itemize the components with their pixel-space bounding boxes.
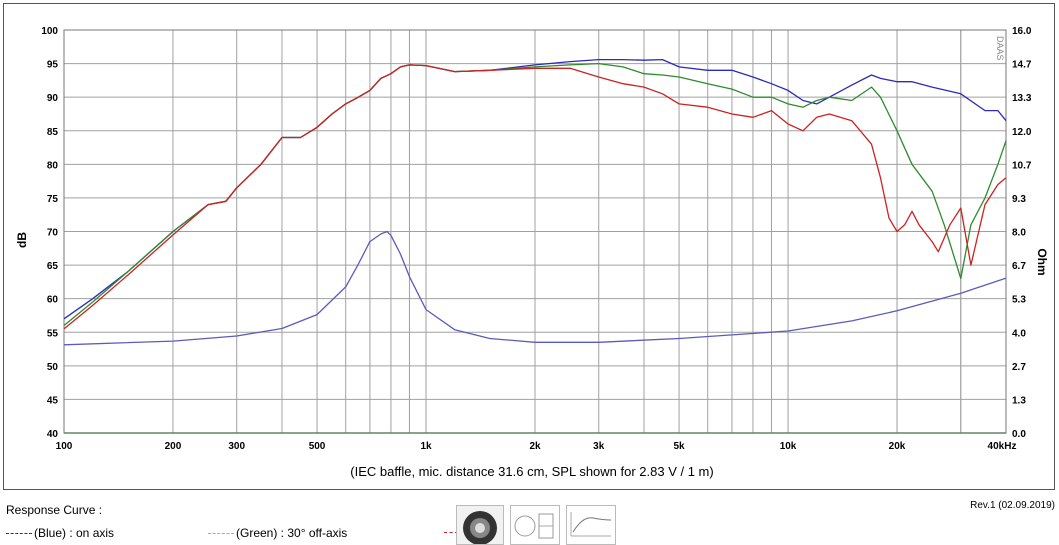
x-tick-label: 3k [593, 441, 605, 452]
y-axis-label: dB [15, 232, 29, 248]
chart-frame: 40 45 50 55 60 65 70 75 80 85 90 95 100 0.0 1.3 2.7 4.0 5… [3, 3, 1055, 490]
y2-tick-label: 12.0 [1012, 127, 1032, 138]
y2-tick-label: 6.7 [1012, 261, 1026, 272]
series-line-red [63, 64, 1007, 330]
x-tick-label: 20k [889, 441, 906, 452]
y2-axis-label: Ohm [1035, 248, 1049, 275]
y2-tick-label: 9.3 [1012, 194, 1026, 205]
y2-tick-label: 4.0 [1012, 328, 1026, 339]
x-tick-label: 200 [165, 441, 182, 452]
y-tick-label: 40 [47, 429, 59, 440]
y2-tick-label: 1.3 [1012, 395, 1026, 406]
y2-tick-label: 13.3 [1012, 93, 1032, 104]
y-tick-label: 60 [47, 295, 59, 306]
series-line-impedance [63, 230, 1007, 346]
x-tick-label: 300 [228, 441, 245, 452]
y-tick-label: 85 [47, 127, 59, 138]
y-tick-label: 95 [47, 60, 59, 71]
y2-tick-label: 14.7 [1012, 60, 1032, 71]
x-tick-label: 500 [309, 441, 326, 452]
technical-drawing-thumbnail[interactable] [510, 505, 560, 545]
legend-swatch-green [208, 533, 234, 535]
y2-tick-label: 0.0 [1012, 429, 1026, 440]
y-tick-label: 100 [41, 26, 58, 37]
x-tick-label: 2k [529, 441, 541, 452]
legend-swatch-blue [6, 533, 32, 535]
x-tick-label: 1k [420, 441, 432, 452]
graph-thumbnail[interactable] [566, 505, 616, 545]
driver-photo-thumbnail[interactable] [456, 505, 504, 545]
tweeter-icon [463, 511, 497, 544]
y-tick-label: 90 [47, 93, 59, 104]
revision-label: Rev.1 (02.09.2019) [970, 500, 1055, 511]
drawing-icon [514, 513, 554, 539]
frequency-response-chart: 40 45 50 55 60 65 70 75 80 85 90 95 100 0.0 1.3 2.7 4.0 5… [15, 26, 1049, 479]
legend-title: Response Curve : [6, 503, 103, 517]
x-tick-label: 40kHz [988, 441, 1017, 452]
x-tick-label: 100 [56, 441, 73, 452]
y-tick-label: 65 [47, 261, 59, 272]
y-tick-label: 80 [47, 160, 59, 171]
graph-icon [570, 512, 612, 537]
watermark: DAAS [995, 36, 1005, 61]
legend-label-blue: (Blue) : on axis [34, 526, 115, 540]
y-tick-label: 45 [47, 395, 59, 406]
y2-tick-label: 16.0 [1012, 26, 1032, 37]
chart-caption: (IEC baffle, mic. distance 31.6 cm, SPL … [350, 464, 713, 479]
legend-label-green: (Green) : 30° off-axis [236, 526, 348, 540]
y-tick-label: 75 [47, 194, 59, 205]
plot-border [63, 29, 1007, 434]
x-tick-label: 10k [780, 441, 797, 452]
x-tick-label: 5k [674, 441, 686, 452]
y2-tick-label: 10.7 [1012, 160, 1032, 171]
y2-tick-label: 5.3 [1012, 295, 1026, 306]
legend-item-green: (Green) : 30° off-axis [208, 526, 347, 540]
y2-tick-label: 2.7 [1012, 362, 1026, 373]
y-tick-label: 50 [47, 362, 59, 373]
legend-item-blue: (Blue) : on axis [6, 526, 114, 540]
y2-tick-label: 8.0 [1012, 228, 1026, 239]
y-tick-label: 55 [47, 328, 59, 339]
legend-swatch-red [444, 532, 458, 533]
y-tick-label: 70 [47, 228, 59, 239]
